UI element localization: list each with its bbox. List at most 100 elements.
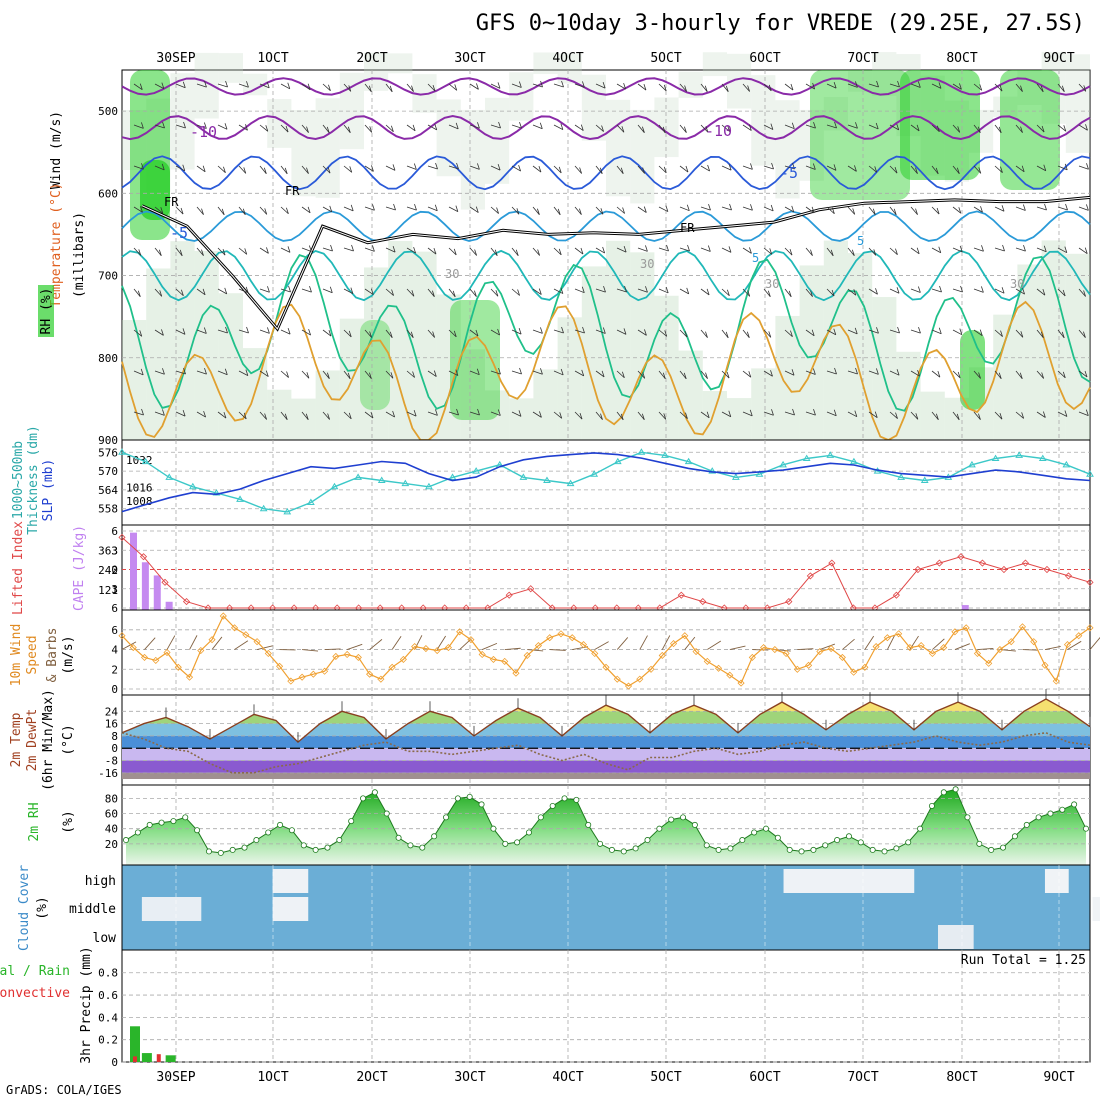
- wind-speed-marker: [230, 624, 239, 632]
- wind-barb-flag: [516, 208, 520, 215]
- wind-barb: [406, 165, 417, 170]
- wind-barb-flag: [202, 288, 206, 295]
- wind-barb-flag: [559, 412, 563, 419]
- wind-speed-marker: [962, 624, 970, 632]
- bottom-date-label: 2OCT: [356, 1070, 387, 1085]
- wind-speed-marker: [613, 675, 621, 683]
- cape-tick: 242: [98, 564, 118, 577]
- wind-barb: [763, 124, 774, 130]
- wind-barb-flag: [1061, 331, 1065, 338]
- wind-barb-flag: [981, 286, 984, 293]
- wind-barb-flag: [876, 80, 879, 88]
- wind-barb-flag: [1021, 412, 1025, 419]
- wind-barb: [1078, 411, 1089, 417]
- wind-barb-flag: [497, 328, 501, 336]
- rh-marker: [751, 829, 758, 836]
- wind-barb-flag: [811, 329, 815, 336]
- wind10-label3: & Barbs: [45, 628, 60, 683]
- wind-speed-marker: [861, 663, 869, 671]
- wind-barb: [679, 206, 690, 212]
- wind-barb: [196, 288, 206, 296]
- wind-barb: [427, 247, 437, 255]
- wind-barb-flag: [267, 286, 270, 293]
- wind-barb: [721, 288, 730, 297]
- wind10-label2: Speed: [25, 635, 40, 674]
- wind-barb: [864, 635, 875, 650]
- wind-barb: [826, 329, 836, 336]
- wind-barb: [721, 206, 732, 211]
- wind-barb-flag: [432, 331, 436, 338]
- wind-barb: [784, 288, 792, 298]
- wind-barb-flag: [854, 410, 858, 417]
- rh-marker: [822, 842, 829, 849]
- wind-barb-flag: [665, 286, 669, 294]
- wind-barb: [324, 648, 341, 650]
- wind-barb: [932, 638, 945, 650]
- wind-barb-flag: [957, 371, 961, 379]
- wind-speed-marker: [242, 631, 250, 639]
- wind-barb-flag: [560, 368, 564, 376]
- wind-barb: [511, 329, 522, 335]
- wind-barb-flag: [537, 208, 540, 215]
- wind-barb-flag: [1040, 331, 1044, 338]
- wind-barb: [784, 370, 795, 376]
- wind-barb-flag: [182, 164, 186, 171]
- wind-barb-flag: [307, 206, 311, 213]
- wind-barb: [594, 641, 609, 650]
- thickness-marker: [377, 476, 386, 483]
- contour-label: FR: [164, 195, 179, 209]
- wind-barb: [595, 124, 604, 132]
- rh-shade-column: [267, 99, 292, 148]
- wind-barb-flag: [813, 121, 816, 129]
- wind-barb: [1036, 206, 1047, 211]
- tick-label: 2: [111, 663, 118, 676]
- wind-barb-flag: [140, 368, 144, 376]
- wind-barb-flag: [642, 167, 646, 174]
- temp-band: [122, 760, 1090, 773]
- wind-barb: [259, 83, 270, 89]
- chart-title: GFS 0~10day 3-hourly for VREDE (29.25E, …: [476, 11, 1085, 36]
- wind-barb: [343, 329, 352, 338]
- wind-barb-flag: [936, 207, 940, 215]
- wind-speed-marker: [805, 661, 813, 669]
- precip-label: Total / Rain: [0, 964, 70, 979]
- wind-barb-flag: [370, 288, 374, 295]
- wind-barb: [1015, 288, 1025, 295]
- wind-barb: [994, 165, 1003, 173]
- thickness-marker: [755, 470, 764, 477]
- wind-barb: [301, 411, 309, 421]
- wind-barb-flag: [432, 84, 436, 92]
- wind-barb-flag: [182, 328, 186, 335]
- wind-barb: [469, 206, 479, 213]
- wind-barb: [1057, 124, 1067, 132]
- wind-barb: [637, 329, 647, 336]
- wind-barb-flag: [515, 249, 519, 256]
- wind-barb: [322, 411, 330, 420]
- wind-barb-flag: [810, 290, 813, 297]
- wind-barb: [1057, 411, 1068, 417]
- wind-barb: [469, 288, 477, 297]
- wind-barb: [322, 288, 333, 294]
- wind-barb-flag: [456, 408, 459, 416]
- wind-barb: [1015, 206, 1026, 211]
- wind-speed-marker: [264, 649, 272, 658]
- wind-barb-flag: [455, 122, 459, 130]
- rh-shade-column: [315, 98, 340, 198]
- lifted-marker: [677, 591, 685, 599]
- wind-barb: [343, 165, 353, 173]
- wind-barb-flag: [623, 245, 627, 253]
- rh-shade-column: [364, 267, 389, 440]
- wind-barb-flag: [748, 371, 752, 378]
- temp-band: [122, 748, 1090, 761]
- wind-barb: [406, 83, 414, 92]
- wind-barb-flag: [498, 367, 501, 375]
- wind-barb-flag: [621, 371, 625, 378]
- wind-speed-marker: [534, 642, 543, 650]
- lifted-marker: [699, 598, 707, 606]
- wind-barb-flag: [893, 208, 897, 215]
- rh-shade-column: [630, 109, 655, 204]
- wind-barb-flag: [180, 207, 184, 215]
- bottom-date-label: 7OCT: [847, 1070, 878, 1085]
- wind-barb: [889, 247, 898, 255]
- wind-barb-flag: [414, 203, 417, 211]
